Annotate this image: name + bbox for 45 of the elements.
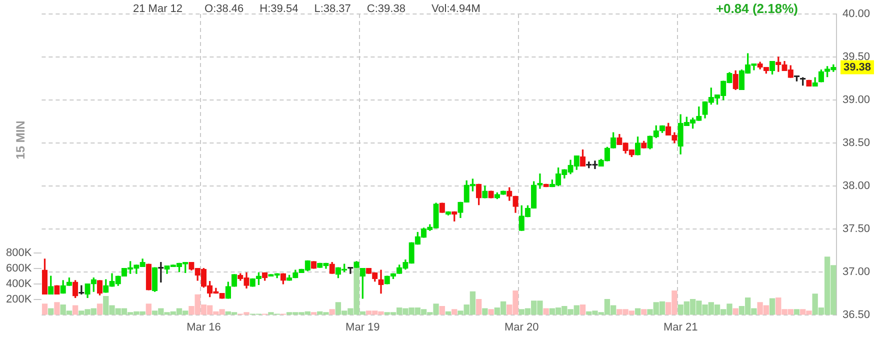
annotation: L:38.37: [314, 3, 351, 15]
bar: [482, 308, 488, 315]
bar: [42, 304, 48, 315]
y-tick-label: 37.50: [842, 222, 870, 235]
bar: [329, 309, 335, 315]
y-tick-label: 37.00: [842, 266, 870, 278]
bar: [769, 298, 776, 315]
y2-tick-label: 600K: [6, 262, 32, 275]
bar: [54, 302, 60, 315]
bar: [72, 305, 78, 315]
bar: [543, 308, 549, 315]
y2-tick-label: 800K: [6, 247, 32, 260]
bar: [580, 304, 586, 315]
y2-tick-label: 200K: [6, 293, 32, 306]
bar: [48, 308, 54, 315]
bar: [452, 309, 458, 315]
x-tick-label: Mar 21: [663, 321, 698, 334]
bar: [310, 312, 317, 315]
y-tick-label: 38.50: [842, 136, 870, 149]
y-tick-label: 39.50: [842, 51, 870, 64]
y-tick-label: 36.50: [842, 308, 870, 321]
annotation: H:39.54: [260, 3, 298, 15]
bar: [634, 308, 641, 315]
bar: [732, 308, 738, 315]
annotation: C:39.38: [366, 3, 406, 15]
y-tick-label: 40.00: [842, 8, 870, 20]
annotation: Vol:4.94M: [431, 3, 480, 15]
y-tick-label: 39.00: [842, 94, 870, 106]
y2-tick-label: 400K: [6, 278, 32, 290]
text: 15 MIN: [13, 120, 27, 160]
annotation: +0.84 (2.18%): [716, 1, 798, 16]
bar: [476, 299, 482, 315]
bar: [488, 309, 494, 315]
bar: [96, 304, 103, 315]
bar: [794, 309, 800, 315]
annotation: 21 Mar 12: [133, 3, 183, 15]
x-tick-label: Mar 16: [186, 321, 221, 334]
bar: [439, 306, 445, 315]
x-tick-label: Mar 19: [346, 321, 380, 334]
annotation: O:38.46: [204, 3, 244, 15]
text: 39.38: [843, 61, 872, 74]
bar: [641, 309, 647, 315]
bar: [146, 304, 152, 315]
y-tick-label: 38.00: [842, 180, 870, 192]
x-tick-label: Mar 20: [504, 321, 539, 334]
